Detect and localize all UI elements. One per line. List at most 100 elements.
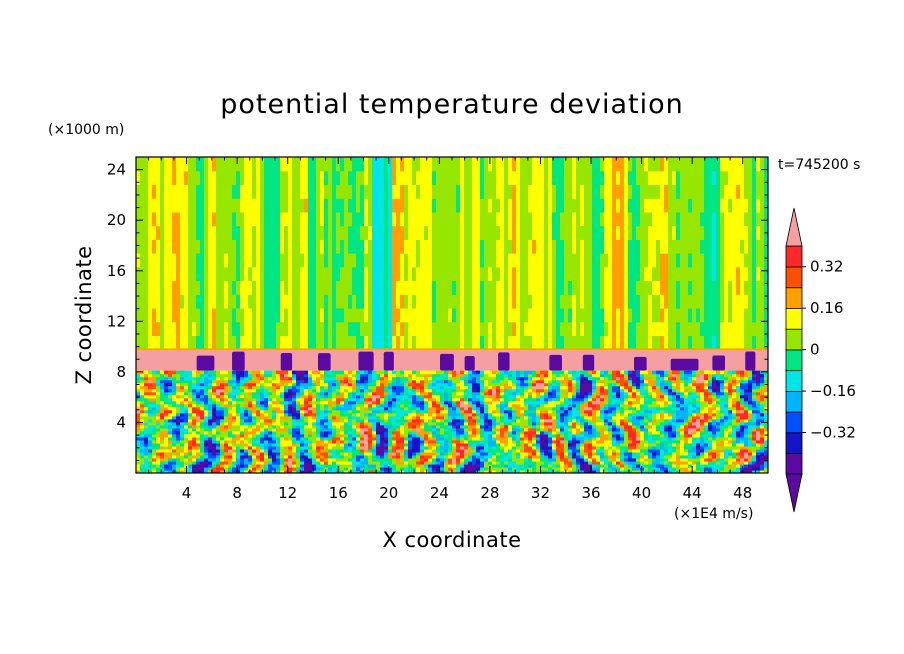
field-cell-lower <box>184 376 189 381</box>
field-cell-upper <box>200 307 205 323</box>
field-cell-lower <box>380 391 385 396</box>
field-cell-lower <box>268 424 273 429</box>
field-cell-upper <box>576 253 581 268</box>
field-cell-upper <box>404 294 409 309</box>
field-cell-lower <box>200 394 205 399</box>
field-cell-lower <box>404 391 409 396</box>
field-cell-lower <box>260 463 265 468</box>
field-cell-upper <box>208 239 213 254</box>
field-cell-upper <box>224 239 229 254</box>
field-cell-lower <box>220 418 225 423</box>
field-cell-lower <box>288 388 293 393</box>
field-cell-upper <box>280 335 285 350</box>
field-cell-upper <box>440 307 445 323</box>
field-cell-lower <box>412 388 417 393</box>
field-cell-upper <box>328 225 333 240</box>
field-cell-lower <box>400 424 405 429</box>
field-cell-upper <box>644 266 649 282</box>
field-cell-lower <box>256 448 261 453</box>
field-cell-upper <box>400 266 405 282</box>
field-cell-lower <box>452 403 457 408</box>
field-cell-lower <box>244 460 249 465</box>
field-cell-lower <box>404 445 409 450</box>
field-cell-lower <box>240 388 245 393</box>
field-cell-upper <box>592 280 597 295</box>
field-cell-upper <box>444 225 449 240</box>
field-cell-upper <box>624 157 629 172</box>
field-cell-upper <box>672 239 677 254</box>
field-cell-lower <box>456 460 461 465</box>
field-cell-lower <box>208 388 213 393</box>
field-cell-lower <box>164 421 169 426</box>
field-cell-lower <box>164 433 169 438</box>
field-cell-lower <box>416 406 421 411</box>
field-cell-lower <box>364 382 369 387</box>
field-cell-upper <box>304 239 309 254</box>
field-cell-lower <box>240 376 245 381</box>
field-cell-upper <box>184 321 189 336</box>
field-cell-upper <box>712 211 717 227</box>
field-cell-upper <box>580 157 585 172</box>
field-cell-upper <box>436 266 441 282</box>
field-cell-upper <box>556 253 561 268</box>
field-cell-upper <box>240 239 245 254</box>
field-cell-upper <box>584 266 589 282</box>
field-cell-lower <box>456 418 461 423</box>
field-cell-lower <box>420 385 425 390</box>
field-cell-lower <box>268 451 273 456</box>
field-cell-upper <box>436 225 441 240</box>
field-cell-lower <box>176 451 181 456</box>
field-cell-lower <box>316 427 321 432</box>
field-cell-upper <box>232 198 237 213</box>
field-cell-lower <box>368 448 373 453</box>
field-cell-upper <box>448 198 453 213</box>
field-cell-upper <box>532 157 537 172</box>
field-cell-upper <box>708 280 713 295</box>
field-cell-lower <box>232 445 237 450</box>
field-cell-upper <box>764 239 768 254</box>
field-cell-lower <box>156 382 161 387</box>
field-cell-upper <box>368 225 373 240</box>
field-cell-upper <box>360 321 365 336</box>
field-cell-lower <box>256 466 261 471</box>
field-cell-upper <box>640 280 645 295</box>
field-cell-upper <box>160 280 165 295</box>
field-cell-lower <box>312 418 317 423</box>
field-cell-upper <box>572 335 577 350</box>
field-cell-lower <box>240 400 245 405</box>
field-cell-upper <box>208 211 213 227</box>
field-cell-lower <box>392 409 397 414</box>
field-cell-lower <box>156 388 161 393</box>
field-cell-upper <box>320 266 325 282</box>
field-cell-lower <box>252 469 257 473</box>
field-cell-upper <box>188 184 193 199</box>
field-cell-upper <box>712 198 717 213</box>
field-cell-lower <box>324 379 329 384</box>
field-cell-upper <box>612 184 617 199</box>
field-cell-upper <box>424 280 429 295</box>
field-cell-upper <box>760 211 765 227</box>
field-cell-lower <box>192 430 197 435</box>
field-cell-upper <box>136 266 141 282</box>
field-cell-lower <box>348 433 353 438</box>
field-cell-upper <box>708 225 713 240</box>
field-cell-upper <box>592 294 597 309</box>
field-cell-lower <box>164 427 169 432</box>
field-cell-upper <box>412 335 417 350</box>
field-cell-lower <box>212 433 217 438</box>
field-cell-lower <box>312 397 317 402</box>
field-cell-lower <box>456 421 461 426</box>
field-cell-upper <box>752 280 757 295</box>
field-cell-lower <box>408 376 413 381</box>
field-cell-lower <box>300 436 305 441</box>
field-cell-lower <box>368 439 373 444</box>
field-cell-lower <box>368 391 373 396</box>
field-cell-lower <box>280 391 285 396</box>
field-cell-lower <box>228 439 233 444</box>
field-cell-upper <box>364 157 369 172</box>
field-cell-upper <box>644 184 649 199</box>
field-cell-upper <box>404 184 409 199</box>
field-cell-lower <box>404 463 409 468</box>
field-cell-lower <box>436 451 441 456</box>
field-cell-lower <box>372 406 377 411</box>
